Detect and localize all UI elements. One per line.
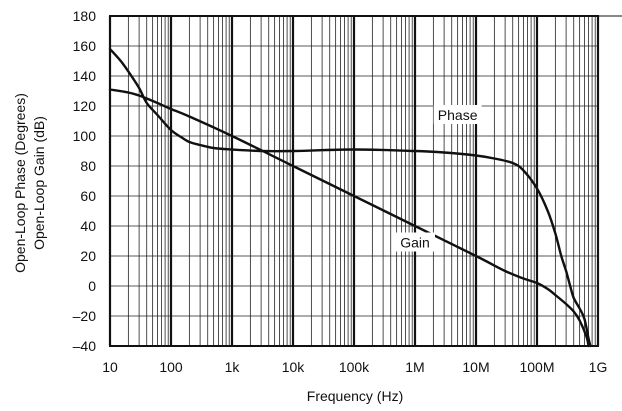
grid-lines bbox=[108, 15, 600, 347]
y-tick-label: 120 bbox=[73, 98, 97, 114]
x-tick-label: 10k bbox=[282, 359, 306, 375]
series-label-gain: Gain bbox=[400, 235, 430, 251]
x-tick-label: 1G bbox=[589, 359, 608, 375]
x-tick-label: 10 bbox=[102, 359, 118, 375]
y-tick-label: –40 bbox=[73, 338, 97, 354]
y-tick-label: 20 bbox=[80, 248, 96, 264]
series-labels: Phase Gain bbox=[395, 105, 482, 252]
x-tick-label: 100 bbox=[159, 359, 183, 375]
y-tick-label: 0 bbox=[88, 278, 96, 294]
x-tick-label: 1M bbox=[405, 359, 424, 375]
y-tick-label: 80 bbox=[80, 158, 96, 174]
series-lines bbox=[108, 47, 592, 348]
series-label-bg bbox=[433, 105, 482, 124]
y-axis-title-phase: Open-Loop Phase (Degrees) bbox=[12, 93, 28, 273]
x-tick-label: 10M bbox=[462, 359, 489, 375]
series-line-phase bbox=[108, 47, 592, 348]
series-label-bg bbox=[395, 232, 435, 252]
axis-frame bbox=[109, 15, 622, 347]
x-tick-labels: 10 100 1k 10k 100k 1M 10M 100M 1G bbox=[102, 359, 607, 375]
y-tick-label: 60 bbox=[80, 188, 96, 204]
x-tick-label: 100k bbox=[339, 359, 370, 375]
x-axis-title: Frequency (Hz) bbox=[307, 388, 403, 404]
y-tick-label: 40 bbox=[80, 218, 96, 234]
y-tick-label: –20 bbox=[73, 308, 97, 324]
y-tick-label: 100 bbox=[73, 128, 97, 144]
series-line-gain bbox=[108, 88, 590, 348]
y-tick-label: 140 bbox=[73, 68, 97, 84]
y-tick-labels: 180 160 140 120 100 80 60 40 20 0 –20 –40 bbox=[73, 8, 97, 354]
series-label-phase: Phase bbox=[438, 107, 478, 123]
y-tick-label: 160 bbox=[73, 38, 97, 54]
x-tick-label: 1k bbox=[225, 359, 241, 375]
y-tick-label: 180 bbox=[73, 8, 97, 24]
y-axis-title-gain: Open-Loop Gain (dB) bbox=[31, 116, 47, 250]
x-tick-label: 100M bbox=[519, 359, 554, 375]
